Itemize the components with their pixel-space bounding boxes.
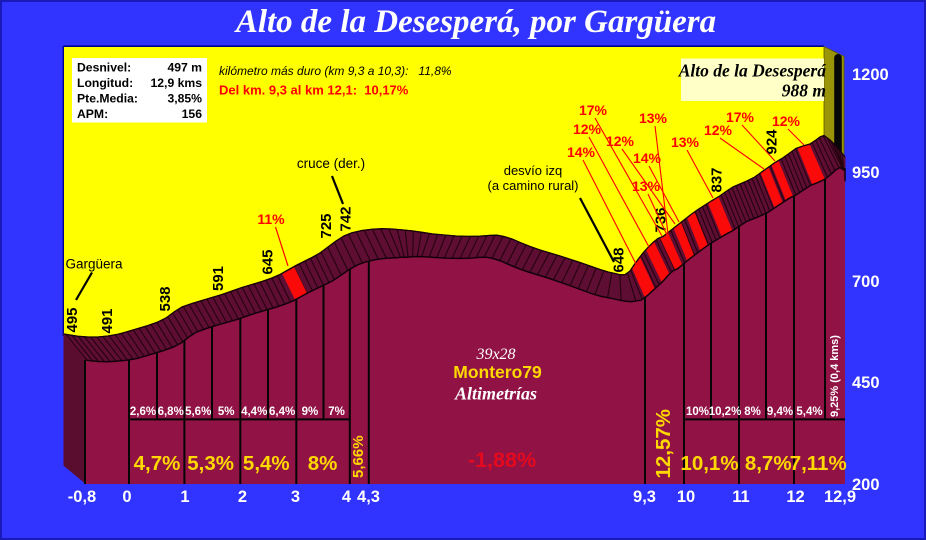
svg-text:17%: 17% [726, 109, 755, 125]
svg-text:2,6%: 2,6% [130, 406, 156, 418]
svg-text:9,25% (0,4 kms): 9,25% (0,4 kms) [829, 335, 841, 417]
svg-text:11: 11 [732, 488, 749, 506]
svg-text:Montero79: Montero79 [453, 362, 542, 382]
svg-text:4,3: 4,3 [357, 488, 380, 506]
svg-text:13%: 13% [671, 134, 700, 150]
svg-text:-1,88%: -1,88% [468, 448, 536, 472]
svg-text:-0,8: -0,8 [68, 488, 96, 506]
svg-text:12,9: 12,9 [824, 488, 856, 506]
svg-text:8,7%: 8,7% [745, 452, 792, 475]
svg-text:10,1%: 10,1% [680, 452, 738, 475]
svg-text:14%: 14% [633, 150, 662, 166]
svg-text:12%: 12% [772, 113, 801, 129]
svg-text:648: 648 [611, 247, 628, 272]
svg-text:5%: 5% [218, 406, 235, 418]
svg-text:Gargüera: Gargüera [65, 257, 123, 272]
svg-text:5,4%: 5,4% [796, 406, 822, 418]
svg-text:10: 10 [677, 488, 695, 506]
svg-text:10,2%: 10,2% [709, 406, 742, 418]
svg-text:APM:: APM: [77, 107, 108, 121]
svg-text:200: 200 [852, 476, 880, 494]
svg-text:3,85%: 3,85% [167, 92, 202, 106]
svg-text:cruce (der.): cruce (der.) [297, 156, 365, 171]
svg-text:14%: 14% [567, 144, 596, 160]
svg-text:9,4%: 9,4% [767, 406, 793, 418]
svg-text:Alto de la Desesperá, por Garg: Alto de la Desesperá, por Gargüera [234, 4, 716, 40]
svg-text:12: 12 [786, 488, 804, 506]
svg-text:6,8%: 6,8% [158, 406, 184, 418]
svg-text:Pte.Media:: Pte.Media: [77, 92, 138, 106]
svg-text:5,6%: 5,6% [185, 406, 211, 418]
svg-text:12%: 12% [606, 133, 635, 149]
svg-text:7,11%: 7,11% [790, 452, 847, 475]
svg-text:Alto de la Desesperá: Alto de la Desesperá [678, 61, 827, 81]
svg-text:591: 591 [210, 266, 227, 291]
svg-text:Desnivel:: Desnivel: [77, 61, 131, 75]
svg-text:837: 837 [709, 167, 726, 192]
svg-text:7%: 7% [328, 406, 345, 418]
svg-text:495: 495 [64, 307, 81, 332]
svg-text:5,66%: 5,66% [350, 435, 367, 478]
svg-text:4: 4 [342, 488, 352, 506]
svg-text:4,7%: 4,7% [134, 452, 181, 475]
svg-text:13%: 13% [639, 110, 668, 126]
svg-text:497 m: 497 m [167, 61, 202, 75]
svg-text:(a camino rural): (a camino rural) [487, 178, 578, 193]
svg-text:9%: 9% [302, 406, 319, 418]
svg-text:5,3%: 5,3% [187, 452, 234, 475]
svg-text:desvío izq: desvío izq [504, 163, 563, 178]
svg-text:Altimetrías: Altimetrías [454, 384, 537, 404]
svg-text:2: 2 [238, 488, 247, 506]
svg-text:10%: 10% [686, 406, 709, 418]
svg-text:1: 1 [180, 488, 189, 506]
svg-text:725: 725 [318, 213, 335, 238]
svg-text:0: 0 [122, 488, 131, 506]
svg-text:491: 491 [99, 308, 116, 333]
svg-text:Longitud:: Longitud: [77, 76, 133, 90]
svg-text:12,57%: 12,57% [652, 409, 675, 479]
svg-text:988 m: 988 m [782, 81, 826, 101]
svg-text:742: 742 [338, 206, 355, 231]
svg-text:1200: 1200 [852, 66, 889, 84]
svg-text:5,4%: 5,4% [243, 452, 290, 475]
svg-text:450: 450 [852, 374, 880, 392]
svg-text:924: 924 [764, 129, 781, 155]
svg-text:11%: 11% [257, 211, 285, 227]
svg-text:3: 3 [291, 488, 300, 506]
svg-text:12,9 kms: 12,9 kms [151, 76, 203, 90]
svg-text:6,4%: 6,4% [269, 406, 295, 418]
svg-text:645: 645 [260, 249, 277, 274]
svg-text:13%: 13% [632, 178, 661, 194]
svg-text:12%: 12% [704, 122, 733, 138]
svg-text:17%: 17% [579, 102, 608, 118]
svg-text:39x28: 39x28 [475, 346, 515, 363]
svg-text:9,3: 9,3 [633, 488, 656, 506]
svg-text:700: 700 [852, 273, 880, 291]
svg-text:8%: 8% [308, 452, 338, 475]
svg-text:4,4%: 4,4% [241, 406, 267, 418]
svg-text:12%: 12% [573, 121, 602, 137]
svg-text:538: 538 [157, 286, 174, 311]
svg-text:Del km. 9,3 al km 12,1: 10,17: Del km. 9,3 al km 12,1: 10,17% [219, 83, 409, 98]
svg-text:156: 156 [182, 107, 203, 121]
svg-text:8%: 8% [744, 406, 761, 418]
svg-text:kilómetro más duro (km 9,3 a 1: kilómetro más duro (km 9,3 a 10,3): 11,8… [219, 64, 452, 78]
svg-text:950: 950 [852, 164, 880, 182]
